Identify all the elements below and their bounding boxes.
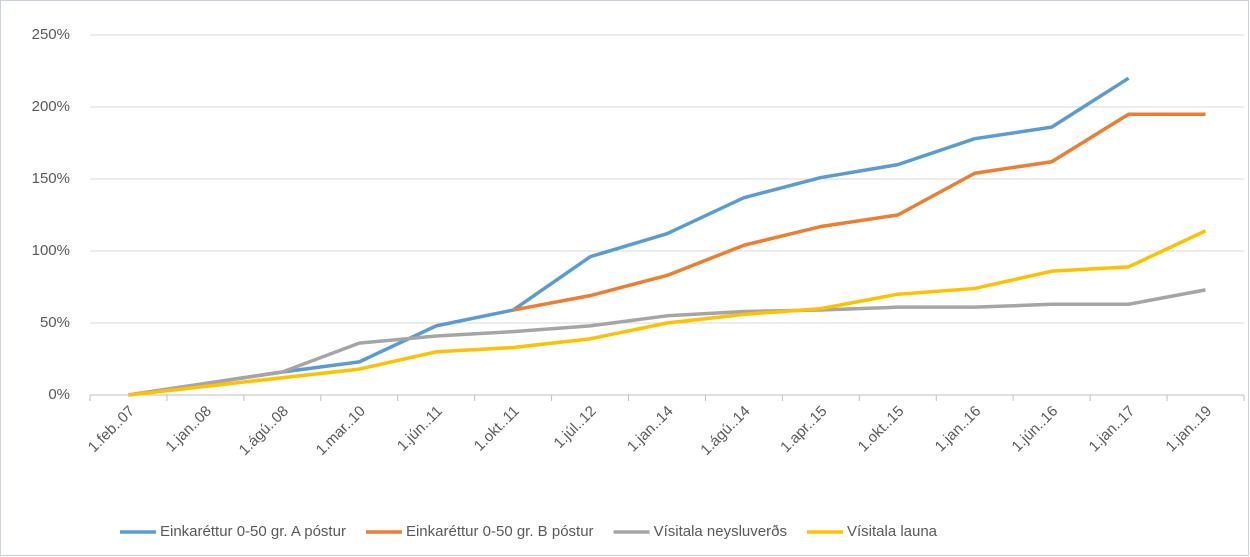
y-tick-label: 0% xyxy=(48,386,70,403)
legend-label: Vísitala neysluverðs xyxy=(654,523,787,540)
y-tick-label: 100% xyxy=(32,242,70,259)
legend-label: Einkaréttur 0-50 gr. B póstur xyxy=(406,523,594,540)
legend-label: Einkaréttur 0-50 gr. A póstur xyxy=(160,523,346,540)
y-tick-label: 50% xyxy=(40,314,70,331)
legend-label: Vísitala launa xyxy=(847,523,938,540)
y-tick-label: 150% xyxy=(32,170,70,187)
series-line xyxy=(128,229,1207,397)
y-tick-label: 200% xyxy=(32,98,70,115)
series-line xyxy=(512,112,1206,312)
series-line xyxy=(128,288,1206,397)
series-line xyxy=(128,76,1130,397)
y-tick-label: 250% xyxy=(32,26,70,43)
